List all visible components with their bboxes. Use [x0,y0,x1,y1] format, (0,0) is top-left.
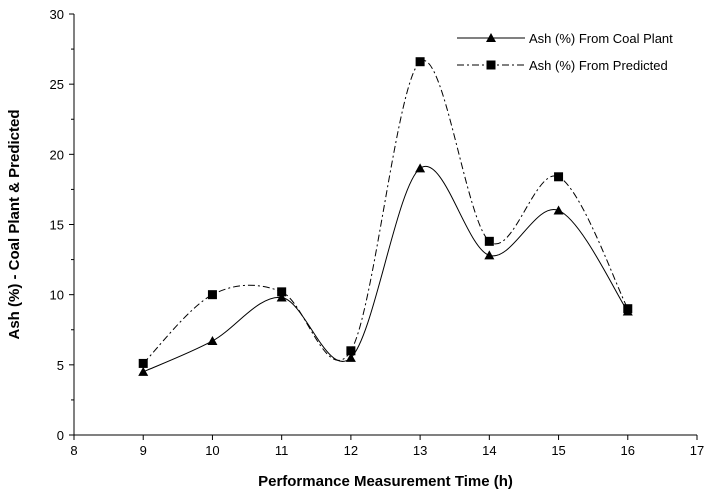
data-point-square [138,358,148,368]
data-point-triangle [138,366,149,376]
legend: Ash (%) From Coal Plant Ash (%) From Pre… [457,31,673,73]
data-point-square [554,172,564,182]
data-point-square [484,236,494,246]
y-tick-label: 15 [50,218,64,233]
data-point-triangle [276,292,287,302]
series-line-predicted [142,60,629,364]
x-tick-label: 13 [413,443,427,458]
data-point-triangle [207,335,218,345]
x-tick-label: 9 [140,443,147,458]
x-axis-ticks: 8 9 10 11 12 13 14 15 16 17 [70,435,704,458]
legend-marker-square [486,60,496,70]
y-tick-label: 0 [57,428,64,443]
data-point-square [415,57,425,67]
legend-marker-triangle [486,33,496,42]
data-point-square [277,287,287,297]
y-tick-label: 20 [50,147,64,162]
legend-label-predicted: Ash (%) From Predicted [529,58,668,73]
data-point-square [346,346,356,356]
x-tick-label: 12 [344,443,358,458]
data-point-triangle [484,250,495,260]
x-axis-title: Performance Measurement Time (h) [258,473,513,490]
data-point-triangle [415,163,426,173]
x-tick-label: 14 [482,443,496,458]
data-point-triangle [345,352,356,362]
x-tick-label: 17 [690,443,704,458]
x-tick-label: 15 [551,443,565,458]
series-line-coal-plant [143,165,629,373]
x-tick-label: 11 [275,443,289,458]
y-tick-label: 5 [57,358,64,373]
x-tick-label: 16 [621,443,635,458]
x-tick-label: 8 [70,443,77,458]
legend-label-coal-plant: Ash (%) From Coal Plant [529,31,673,46]
y-tick-label: 30 [50,7,64,22]
y-tick-label: 10 [50,288,64,303]
x-tick-label: 10 [205,443,219,458]
data-point-triangle [553,205,564,215]
y-axis-ticks: 0 5 10 15 20 25 30 [50,7,74,443]
data-point-square [207,290,217,300]
y-axis-title: Ash (%) - Coal Plant & Predicted [6,109,23,339]
y-tick-label: 25 [50,77,64,92]
series-layer [138,57,633,376]
axes [73,14,697,436]
data-point-square [623,304,633,314]
